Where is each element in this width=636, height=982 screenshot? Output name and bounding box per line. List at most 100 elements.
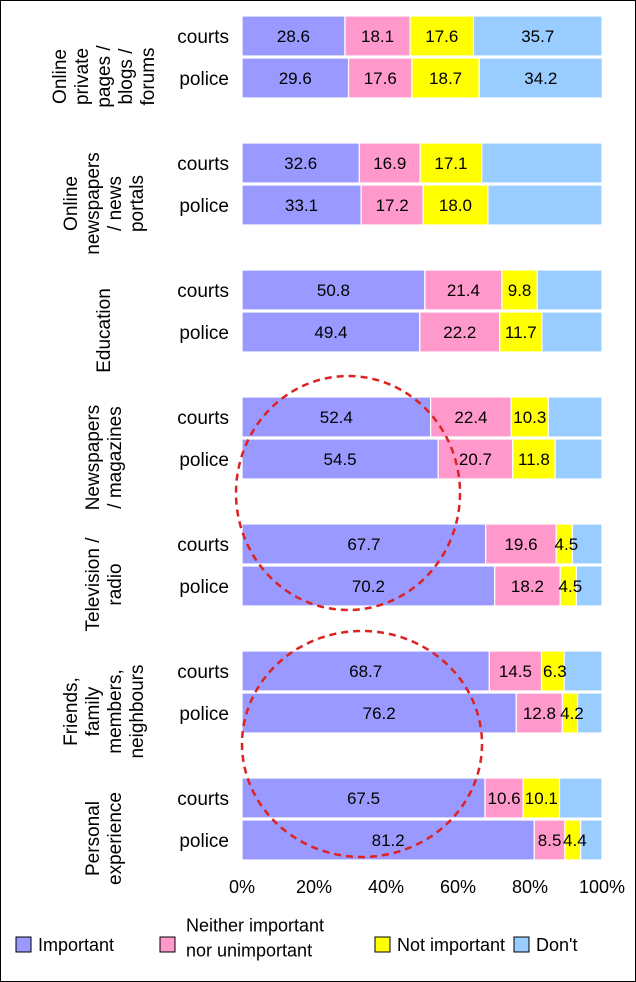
bar-education-police-don-t bbox=[541, 311, 603, 353]
group-label-line: family bbox=[83, 686, 104, 736]
x-tick-label-2: 40% bbox=[368, 877, 404, 897]
row-label-police: police bbox=[179, 196, 229, 217]
bar-personal-experience-courts-not-important bbox=[522, 777, 561, 819]
group-label-online-newspapers-news-portals: Onlinenewspapers/ newsportals bbox=[61, 152, 148, 254]
group-label-line: radio bbox=[105, 563, 126, 605]
x-tick-label-5: 100% bbox=[579, 877, 625, 897]
group-label-education: Education bbox=[94, 288, 115, 373]
bar-newspapers-magazines-courts-not-important bbox=[510, 396, 549, 438]
data-label-online-private-pages-blogs-forums-courts-neither-important-nor-unimportant: 18.1 bbox=[361, 27, 394, 46]
data-label-television-radio-courts-not-important: 4.5 bbox=[555, 535, 579, 554]
bar-online-private-pages-blogs-forums-courts-neither-important-nor-unimportant bbox=[344, 15, 411, 57]
data-label-personal-experience-police-not-important: 4.4 bbox=[563, 831, 587, 850]
bar-personal-experience-courts-important bbox=[241, 777, 486, 819]
legend-swatch-don-t bbox=[513, 936, 530, 953]
x-tick-label-4: 80% bbox=[512, 877, 548, 897]
group-label-line: private bbox=[72, 48, 93, 105]
bar-education-courts-don-t bbox=[536, 269, 603, 311]
bar-online-newspapers-news-portals-police-don-t bbox=[487, 184, 603, 226]
bar-television-radio-courts-important bbox=[241, 523, 487, 565]
data-label-friends-family-members-neighbours-police-important: 76.2 bbox=[363, 704, 396, 723]
data-label-friends-family-members-neighbours-police-neither-important-nor-unimportant: 12.8 bbox=[523, 704, 556, 723]
row-label-courts: courts bbox=[177, 281, 229, 302]
row-label-courts: courts bbox=[177, 535, 229, 556]
legend-swatch-important bbox=[15, 936, 32, 953]
data-label-television-radio-police-important: 70.2 bbox=[352, 577, 385, 596]
data-label-online-newspapers-news-portals-police-not-important: 18.0 bbox=[439, 196, 472, 215]
data-label-online-private-pages-blogs-forums-police-don-t: 34.2 bbox=[524, 69, 557, 88]
group-label-line: Online bbox=[61, 176, 82, 231]
bar-online-newspapers-news-portals-courts-don-t bbox=[481, 142, 603, 184]
group-label-television-radio: Television /radio bbox=[83, 537, 126, 632]
x-tick-label-1: 20% bbox=[296, 877, 332, 897]
legend-label-line: Neither important bbox=[186, 916, 324, 936]
data-label-newspapers-magazines-police-neither-important-nor-unimportant: 20.7 bbox=[459, 450, 492, 469]
red-dashed-circle-lower bbox=[240, 629, 484, 859]
legend-label-neither-important-nor-unimportant: Neither important nor unimportant bbox=[186, 916, 324, 961]
bar-personal-experience-police-don-t bbox=[580, 819, 603, 861]
bar-friends-family-members-neighbours-courts-don-t bbox=[563, 650, 603, 692]
legend-label-line: nor unimportant bbox=[186, 941, 312, 961]
labels-layer: Onlineprivatepages /blogs /forums courts 2… bbox=[50, 27, 587, 885]
data-label-online-private-pages-blogs-forums-courts-don-t: 35.7 bbox=[521, 27, 554, 46]
bar-education-courts-important bbox=[241, 269, 426, 311]
data-label-friends-family-members-neighbours-courts-not-important: 6.3 bbox=[543, 662, 567, 681]
data-label-online-private-pages-blogs-forums-police-important: 29.6 bbox=[279, 69, 312, 88]
data-label-online-private-pages-blogs-forums-police-neither-important-nor-unimportant: 17.6 bbox=[364, 69, 397, 88]
group-label-line: / magazines bbox=[105, 406, 126, 508]
data-label-online-newspapers-news-portals-courts-neither-important-nor-unimportant: 16.9 bbox=[373, 154, 406, 173]
red-dashed-circle-upper bbox=[234, 374, 462, 612]
x-tick-label-0: 0% bbox=[229, 877, 255, 897]
group-label-line: newspapers bbox=[83, 152, 104, 254]
data-label-friends-family-members-neighbours-courts-neither-important-nor-unimportant: 14.5 bbox=[499, 662, 532, 681]
data-label-television-radio-police-not-important: 4.5 bbox=[559, 577, 583, 596]
bar-online-private-pages-blogs-forums-courts-don-t bbox=[472, 15, 603, 57]
data-label-personal-experience-courts-neither-important-nor-unimportant: 10.6 bbox=[488, 789, 521, 808]
row-label-courts: courts bbox=[177, 408, 229, 429]
data-label-newspapers-magazines-courts-important: 52.4 bbox=[320, 408, 353, 427]
row-label-courts: courts bbox=[177, 27, 229, 48]
bar-online-private-pages-blogs-forums-police-not-important bbox=[411, 57, 480, 99]
group-label-line: Newspapers bbox=[83, 405, 104, 511]
data-label-online-newspapers-news-portals-police-neither-important-nor-unimportant: 17.2 bbox=[376, 196, 409, 215]
annotations-layer bbox=[234, 374, 484, 859]
legend-label-not-important: Not important bbox=[397, 935, 505, 955]
group-label-line: Education bbox=[94, 288, 115, 373]
data-label-education-courts-not-important: 9.8 bbox=[508, 281, 532, 300]
data-label-newspapers-magazines-courts-neither-important-nor-unimportant: 22.4 bbox=[454, 408, 487, 427]
bar-newspapers-magazines-courts-neither-important-nor-unimportant bbox=[430, 396, 512, 438]
group-label-line: Personal bbox=[83, 801, 104, 876]
bar-online-newspapers-news-portals-police-not-important bbox=[422, 184, 489, 226]
bar-friends-family-members-neighbours-police-important bbox=[241, 692, 517, 734]
group-label-line: neighbours bbox=[127, 664, 148, 758]
bar-education-courts-not-important bbox=[501, 269, 538, 311]
data-label-online-private-pages-blogs-forums-courts-important: 28.6 bbox=[277, 27, 310, 46]
data-label-newspapers-magazines-courts-not-important: 10.3 bbox=[513, 408, 546, 427]
row-label-police: police bbox=[179, 831, 229, 852]
legend: Important Neither important nor unimportan… bbox=[15, 916, 577, 961]
group-label-line: Online bbox=[50, 49, 71, 104]
group-label-line: Friends, bbox=[61, 677, 82, 746]
data-label-education-police-not-important: 11.7 bbox=[505, 323, 537, 342]
bar-online-newspapers-news-portals-courts-not-important bbox=[419, 142, 483, 184]
bar-personal-experience-courts-don-t bbox=[558, 777, 603, 819]
data-label-online-private-pages-blogs-forums-courts-not-important: 17.6 bbox=[425, 27, 458, 46]
data-label-friends-family-members-neighbours-police-not-important: 4.2 bbox=[560, 704, 584, 723]
bar-newspapers-magazines-courts-don-t bbox=[547, 396, 603, 438]
data-label-personal-experience-police-important: 81.2 bbox=[372, 831, 405, 850]
bar-television-radio-police-important bbox=[241, 565, 496, 607]
group-label-line: / news bbox=[105, 176, 126, 231]
group-label-online-private-pages-blogs-forums: Onlineprivatepages /blogs /forums bbox=[50, 45, 159, 108]
bar-education-courts-neither-important-nor-unimportant bbox=[424, 269, 503, 311]
group-label-line: members, bbox=[105, 669, 126, 753]
bar-online-private-pages-blogs-forums-police-neither-important-nor-unimportant bbox=[347, 57, 413, 99]
data-label-online-newspapers-news-portals-courts-important: 32.6 bbox=[284, 154, 317, 173]
data-label-online-private-pages-blogs-forums-police-not-important: 18.7 bbox=[429, 69, 462, 88]
group-label-friends-family-members-neighbours: Friends,familymembers,neighbours bbox=[61, 664, 148, 758]
data-label-newspapers-magazines-police-not-important: 11.8 bbox=[518, 450, 550, 469]
bar-online-newspapers-news-portals-courts-important bbox=[241, 142, 360, 184]
bar-television-radio-police-don-t bbox=[575, 565, 603, 607]
bar-newspapers-magazines-police-don-t bbox=[554, 438, 603, 480]
row-label-police: police bbox=[179, 450, 229, 471]
